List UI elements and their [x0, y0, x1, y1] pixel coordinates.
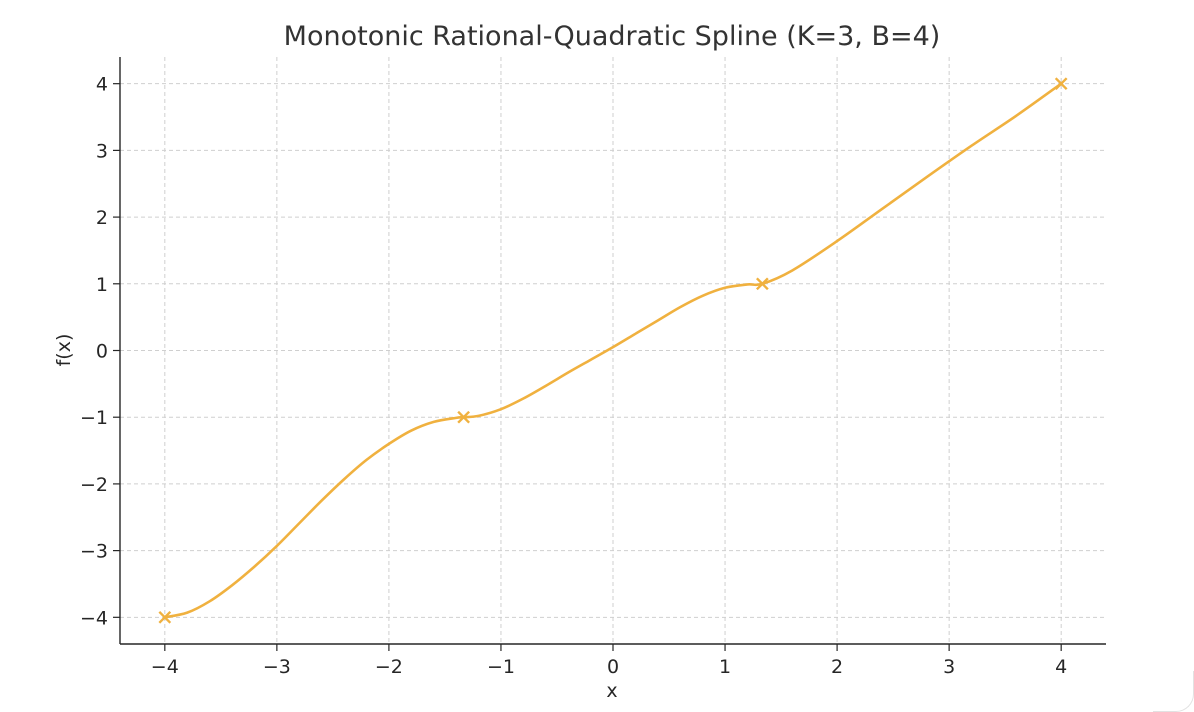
spline-curve: [164, 82, 1062, 619]
y-tick-label: 1: [96, 274, 108, 296]
x-tick-label: −4: [151, 656, 179, 678]
knot-marker: [457, 410, 470, 424]
y-tick-label: 2: [96, 207, 108, 229]
series-layer: [158, 77, 1068, 624]
y-tick-label: 3: [96, 140, 108, 162]
x-tick-label: 4: [1055, 656, 1067, 678]
knot-marker: [158, 610, 172, 624]
knot-marker-stroke: [1054, 77, 1068, 91]
knot-marker: [756, 277, 769, 291]
knot-marker-stroke: [158, 610, 172, 624]
y-tick-label: −1: [80, 407, 108, 429]
x-tick-label: −2: [375, 656, 403, 678]
x-tick-label: 3: [943, 656, 955, 678]
x-tick-label: 0: [607, 656, 619, 678]
knot-marker-stroke: [756, 277, 769, 291]
x-tick-label: −1: [487, 656, 515, 678]
ticks: −4 −3 −2 −1 0 1 2 3 4 −4 −3 −2 −1 0 1 2 3 4: [80, 74, 1067, 678]
knot-marker: [1054, 77, 1068, 91]
y-tick-label: −3: [80, 541, 108, 563]
x-tick-label: 1: [719, 656, 731, 678]
grid-lines: [120, 57, 1106, 644]
y-tick-label: −4: [80, 607, 108, 629]
y-tick-label: −2: [80, 474, 108, 496]
y-tick-label: 0: [96, 341, 108, 363]
x-tick-label: −3: [263, 656, 291, 678]
x-tick-label: 2: [831, 656, 843, 678]
y-tick-label: 4: [96, 74, 108, 96]
knot-marker-stroke: [457, 410, 470, 424]
chart-title: Monotonic Rational-Quadratic Spline (K=3…: [284, 21, 941, 52]
y-axis-label: f(x): [53, 334, 75, 367]
x-axis-label: x: [606, 680, 617, 702]
